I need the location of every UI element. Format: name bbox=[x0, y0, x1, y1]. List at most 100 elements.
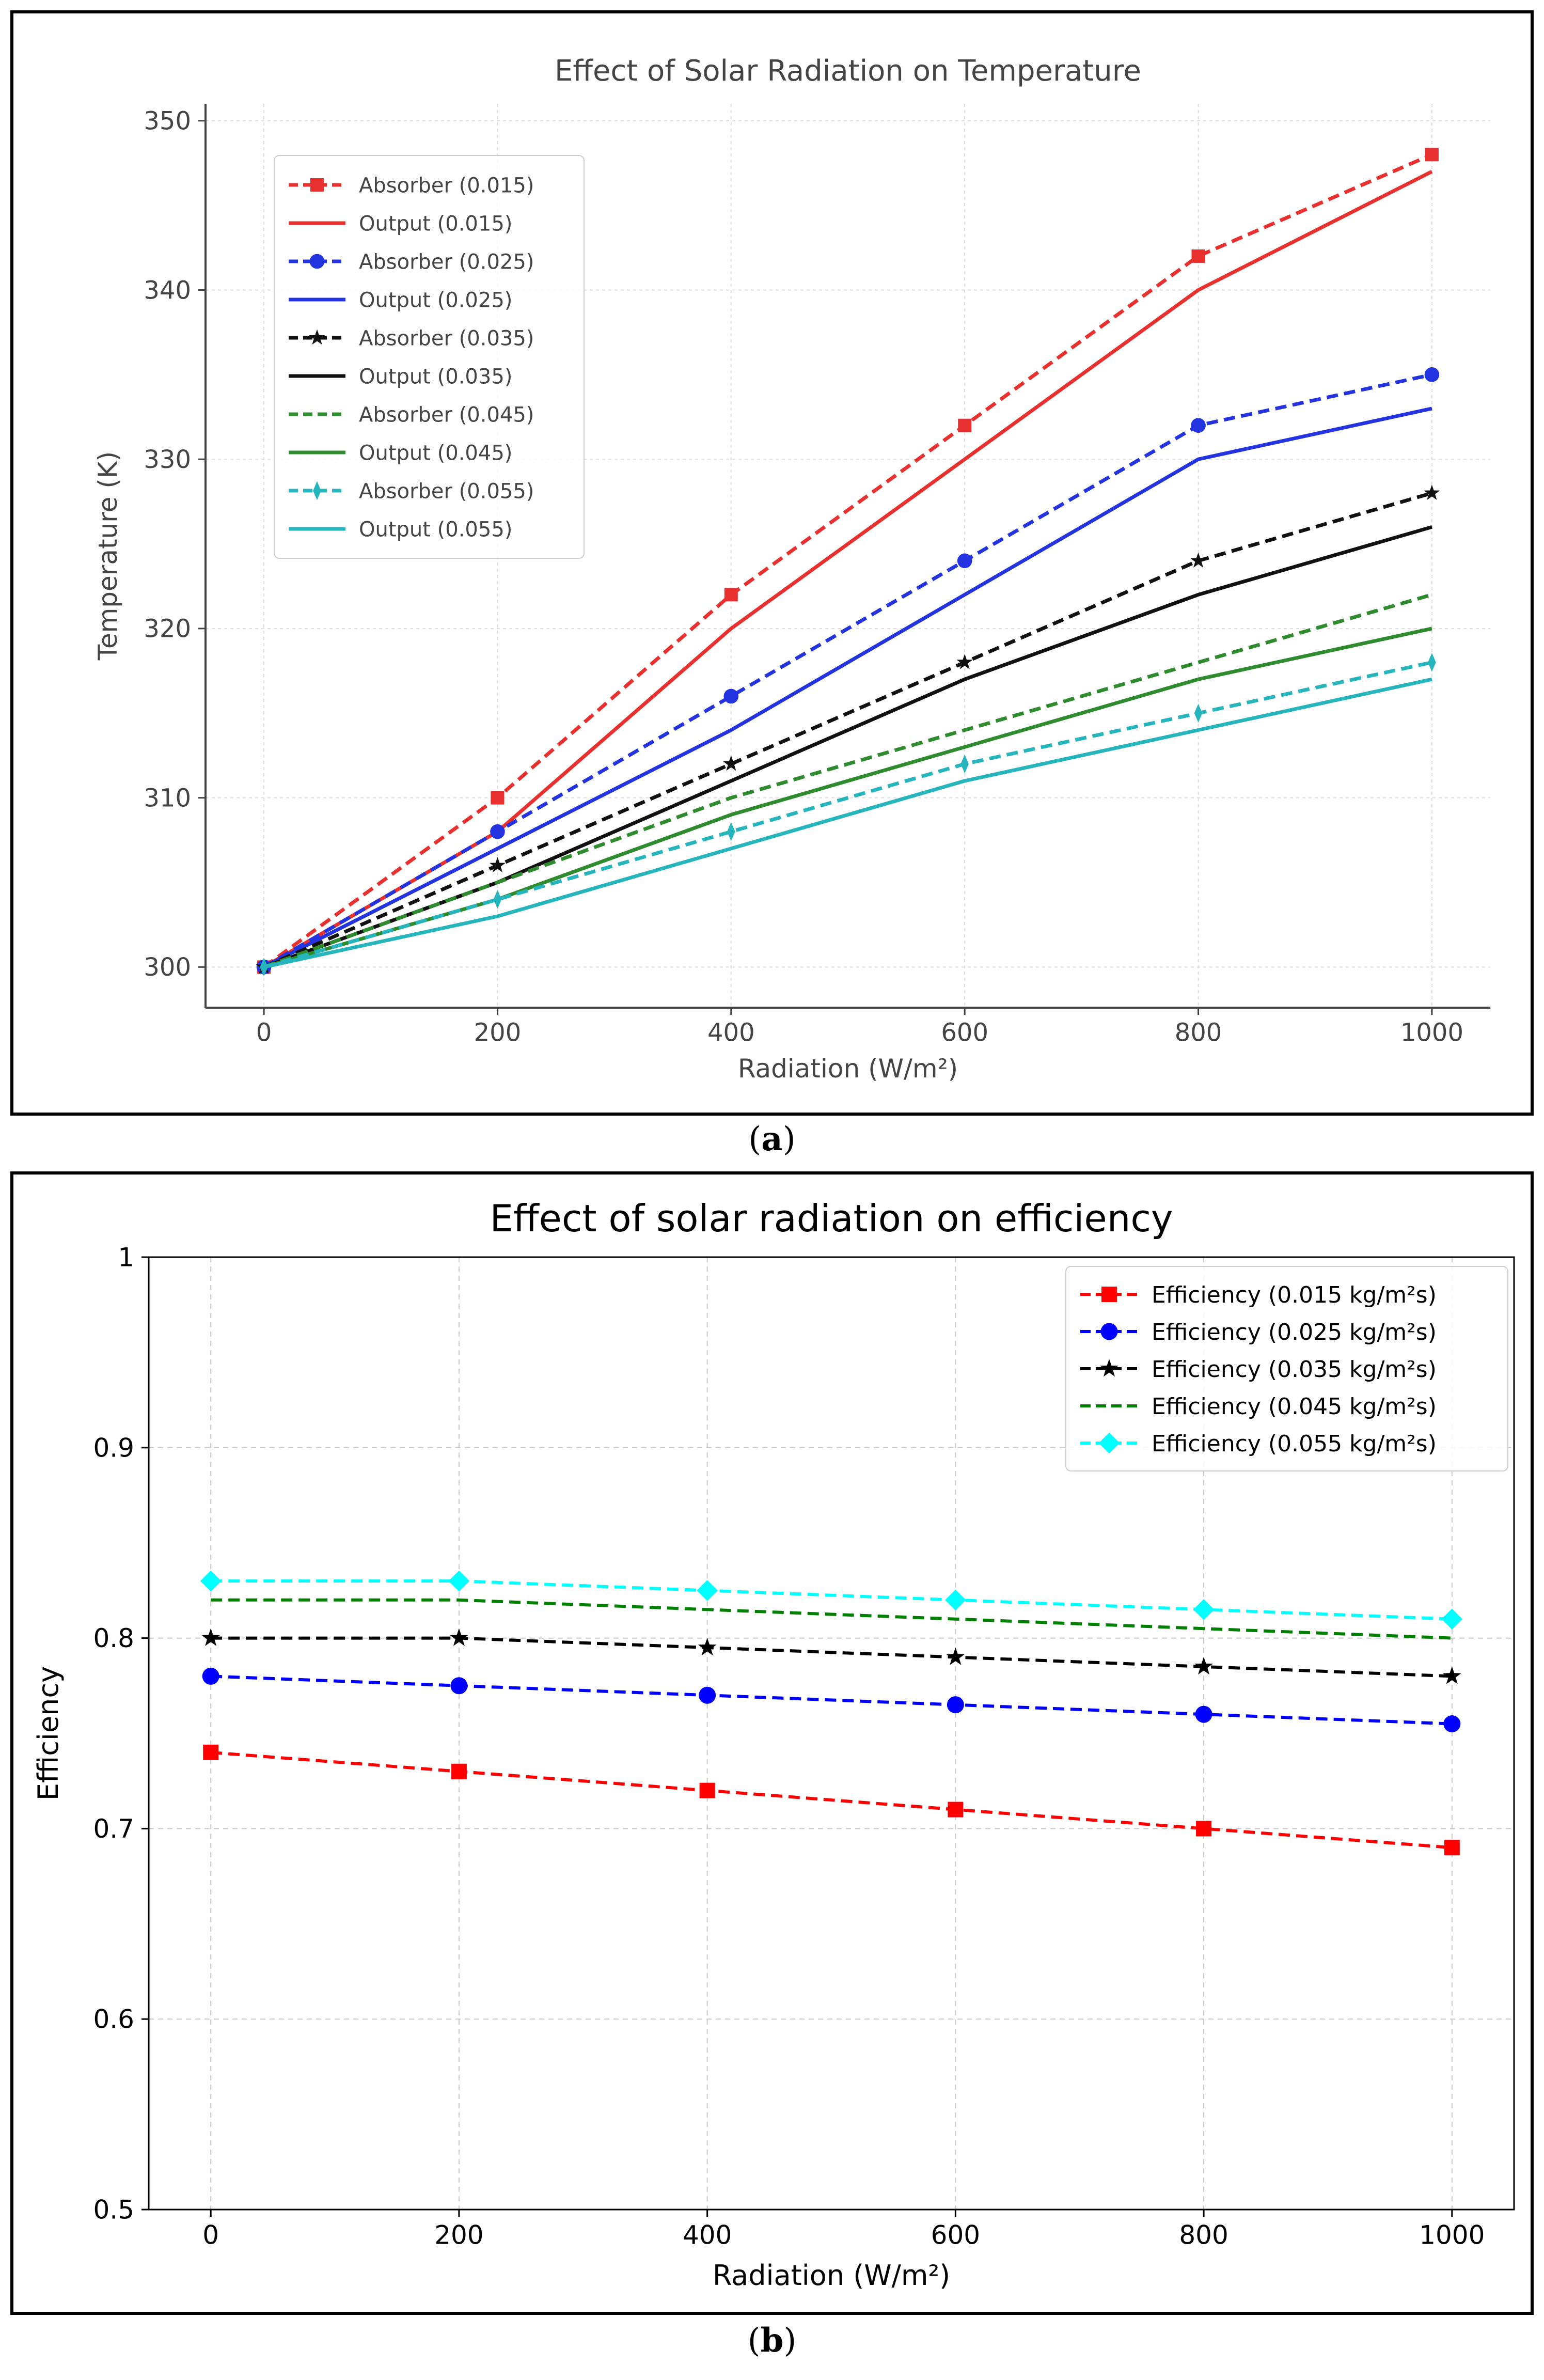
x-tick-label: 1000 bbox=[1419, 2220, 1485, 2250]
y-tick-label: 0.8 bbox=[93, 1623, 134, 1653]
data-point-absorber-0-035 bbox=[1190, 552, 1206, 568]
data-point-absorber-0-015 bbox=[1191, 249, 1205, 263]
x-tick-label: 400 bbox=[707, 1018, 755, 1047]
legend-box bbox=[1065, 1266, 1508, 1471]
y-tick-label: 0.5 bbox=[93, 2195, 134, 2225]
caption-b-label: b bbox=[760, 2321, 784, 2360]
data-point-efficiency-0-025-kg-m-s bbox=[699, 1686, 716, 1704]
chart-panel-b: Effect of solar radiation on efficiency 0… bbox=[10, 1171, 1534, 2315]
data-point-absorber-0-055 bbox=[1194, 703, 1203, 723]
series-absorber-0-045 bbox=[263, 593, 1432, 969]
series-output-0-055 bbox=[263, 677, 1432, 969]
x-tick-label: 200 bbox=[434, 2220, 483, 2250]
y-tick-label: 0.7 bbox=[93, 1814, 134, 1844]
temperature-chart: Effect of Solar Radiation on Temperature… bbox=[93, 54, 1490, 1084]
x-tick-label: 800 bbox=[1175, 1018, 1222, 1047]
series-efficiency-0-035-kg-m-s bbox=[201, 1628, 1461, 1684]
data-point-absorber-0-015 bbox=[1425, 148, 1439, 162]
series-absorber-0-025 bbox=[256, 367, 1440, 975]
y-tick-label: 340 bbox=[144, 276, 191, 305]
legend-label-efficiency-0-035-kg-m-s: Efficiency (0.035 kg/m²s) bbox=[1152, 1356, 1437, 1383]
y-tick-label: 310 bbox=[144, 784, 191, 812]
caption-a-label: a bbox=[761, 1120, 783, 1158]
caption-a-open: ( bbox=[748, 1120, 762, 1158]
x-tick-label: 0 bbox=[202, 2220, 219, 2250]
legend-label-output-0-025: Output (0.025) bbox=[359, 288, 512, 312]
x-tick-label: 600 bbox=[931, 2220, 980, 2250]
data-point-absorber-0-055 bbox=[960, 754, 969, 774]
chart-title: Effect of solar radiation on efficiency bbox=[490, 1197, 1173, 1240]
x-tick-label: 0 bbox=[256, 1018, 272, 1047]
series-line-absorber-0-045 bbox=[263, 593, 1432, 969]
data-point-efficiency-0-015-kg-m-s bbox=[699, 1782, 715, 1798]
y-tick-label: 300 bbox=[144, 953, 191, 982]
legend-label-efficiency-0-015-kg-m-s: Efficiency (0.015 kg/m²s) bbox=[1152, 1282, 1437, 1308]
x-tick-label: 400 bbox=[683, 2220, 732, 2250]
data-point-efficiency-0-035-kg-m-s bbox=[698, 1638, 717, 1656]
data-point-absorber-0-025 bbox=[1191, 418, 1206, 433]
data-point-absorber-0-035 bbox=[956, 654, 973, 669]
data-point-absorber-0-025 bbox=[723, 688, 739, 704]
legend-label-efficiency-0-045-kg-m-s: Efficiency (0.045 kg/m²s) bbox=[1152, 1393, 1437, 1420]
data-point-efficiency-0-055-kg-m-s bbox=[1193, 1599, 1215, 1620]
legend-label-output-0-015: Output (0.015) bbox=[359, 212, 512, 236]
series-line-output-0-025 bbox=[263, 406, 1432, 969]
plot-frame bbox=[148, 1256, 1515, 2211]
legend-marker-absorber-0-035 bbox=[309, 329, 325, 345]
legend-label-absorber-0-055: Absorber (0.055) bbox=[359, 479, 534, 503]
series-line-efficiency-0-045-kg-m-s bbox=[211, 1598, 1452, 1640]
x-tick-label: 600 bbox=[941, 1018, 988, 1047]
series-line-absorber-0-035 bbox=[263, 491, 1432, 969]
data-point-absorber-0-025 bbox=[1424, 367, 1440, 382]
data-point-efficiency-0-035-kg-m-s bbox=[450, 1628, 468, 1646]
data-point-efficiency-0-055-kg-m-s bbox=[448, 1570, 470, 1592]
data-point-efficiency-0-025-kg-m-s bbox=[947, 1696, 964, 1714]
chart-panel-a: Effect of Solar Radiation on Temperature… bbox=[10, 10, 1534, 1116]
caption-b-open: ( bbox=[747, 2322, 761, 2360]
data-point-absorber-0-055 bbox=[727, 822, 735, 841]
x-axis-label: Radiation (W/m²) bbox=[738, 1054, 958, 1084]
y-tick-label: 320 bbox=[144, 615, 191, 644]
data-point-efficiency-0-025-kg-m-s bbox=[1443, 1715, 1461, 1733]
series-line-efficiency-0-055-kg-m-s bbox=[211, 1579, 1452, 1621]
legend-label-absorber-0-025: Absorber (0.025) bbox=[359, 250, 534, 274]
series-line-absorber-0-025 bbox=[263, 372, 1432, 969]
y-tick-label: 1 bbox=[118, 1243, 134, 1273]
data-point-absorber-0-055 bbox=[1428, 653, 1436, 672]
legend: Absorber (0.015) Output (0.015) Absorber (… bbox=[274, 155, 585, 559]
caption-a-close: ) bbox=[782, 1120, 796, 1158]
data-point-absorber-0-015 bbox=[491, 791, 505, 805]
legend-label-output-0-055: Output (0.055) bbox=[359, 518, 512, 541]
series-efficiency-0-025-kg-m-s bbox=[202, 1667, 1461, 1733]
series-line-efficiency-0-035-kg-m-s bbox=[211, 1636, 1452, 1678]
data-point-efficiency-0-035-kg-m-s bbox=[946, 1647, 965, 1665]
y-tick-label: 0.6 bbox=[93, 2005, 134, 2034]
legend-label-absorber-0-045: Absorber (0.045) bbox=[359, 403, 534, 427]
y-tick-label: 0.9 bbox=[93, 1433, 134, 1463]
legend-label-output-0-035: Output (0.035) bbox=[359, 365, 512, 388]
caption-b: (b) bbox=[0, 2321, 1544, 2360]
series-line-efficiency-0-015-kg-m-s bbox=[210, 1750, 1453, 1850]
data-point-efficiency-0-055-kg-m-s bbox=[697, 1580, 718, 1601]
legend-marker-absorber-0-055 bbox=[313, 481, 321, 500]
chart-title: Effect of Solar Radiation on Temperature bbox=[555, 54, 1141, 88]
legend-marker-efficiency-0-015-kg-m-s bbox=[1101, 1287, 1117, 1302]
legend-label-efficiency-0-055-kg-m-s: Efficiency (0.055 kg/m²s) bbox=[1152, 1431, 1437, 1457]
series-line-efficiency-0-025-kg-m-s bbox=[211, 1674, 1452, 1726]
caption-a: (a) bbox=[0, 1120, 1544, 1158]
data-point-absorber-0-015 bbox=[724, 588, 738, 602]
series-line-absorber-0-015 bbox=[263, 153, 1433, 969]
legend-label-output-0-045: Output (0.045) bbox=[359, 441, 512, 465]
y-tick-label: 330 bbox=[144, 445, 191, 474]
data-point-absorber-0-025 bbox=[957, 553, 972, 569]
x-axis-label: Radiation (W/m²) bbox=[713, 2259, 950, 2292]
data-point-efficiency-0-025-kg-m-s bbox=[202, 1667, 219, 1685]
legend-marker-efficiency-0-055-kg-m-s bbox=[1098, 1432, 1120, 1454]
series-line-output-0-035 bbox=[263, 525, 1432, 969]
data-point-efficiency-0-015-kg-m-s bbox=[1444, 1840, 1460, 1856]
data-point-efficiency-0-025-kg-m-s bbox=[1195, 1705, 1212, 1723]
data-point-efficiency-0-025-kg-m-s bbox=[450, 1677, 468, 1695]
y-axis-label: Temperature (K) bbox=[93, 451, 123, 661]
data-point-efficiency-0-035-kg-m-s bbox=[1194, 1657, 1213, 1675]
series-output-0-035 bbox=[263, 525, 1432, 969]
